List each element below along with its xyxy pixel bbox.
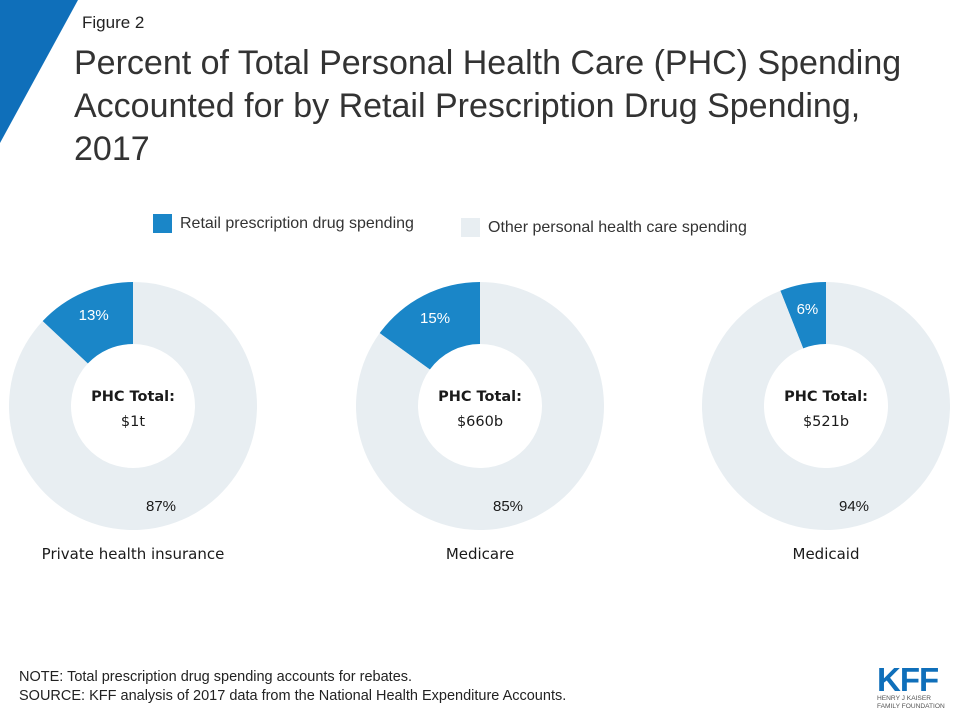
logo-text: KFF — [877, 661, 938, 698]
data-label-retail: 15% — [420, 310, 450, 327]
figure-label: Figure 2 — [82, 13, 145, 32]
slice-retail — [42, 282, 133, 364]
chart-name: Medicaid — [793, 545, 860, 563]
donut-charts: 13% 87% PHC Total: $1t Private health insura… — [8, 282, 951, 563]
legend-item-other: Other personal health care spending — [461, 218, 747, 237]
data-label-retail: 13% — [79, 307, 109, 324]
legend-item-retail: Retail prescription drug spending — [153, 214, 414, 233]
footer-source: SOURCE: KFF analysis of 2017 data from t… — [19, 688, 567, 704]
chart-name: Private health insurance — [42, 545, 225, 563]
slice-other — [355, 282, 604, 530]
footer: NOTE: Total prescription drug spending a… — [19, 668, 566, 706]
legend-swatch-retail — [153, 214, 172, 233]
center-label: PHC Total: — [784, 389, 868, 405]
center-value: $660b — [457, 414, 503, 430]
data-label-other: 85% — [493, 498, 523, 515]
footer-note: NOTE: Total prescription drug spending a… — [19, 669, 413, 685]
corner-accent — [0, 0, 78, 143]
center-label: PHC Total: — [438, 389, 522, 405]
center-label: PHC Total: — [91, 389, 175, 405]
slice-other — [702, 282, 951, 530]
center-value: $521b — [803, 414, 849, 430]
data-label-other: 87% — [146, 498, 176, 515]
data-label-other: 94% — [839, 498, 869, 515]
logo-line1: HENRY J KAISER — [877, 695, 931, 702]
slice-other — [8, 282, 258, 530]
legend-swatch-other — [461, 218, 480, 237]
slice-retail — [780, 282, 826, 349]
legend-label-retail: Retail prescription drug spending — [180, 214, 414, 232]
logo-line2: FAMILY FOUNDATION — [877, 703, 945, 710]
slice-retail — [379, 282, 480, 370]
data-label-retail: 6% — [797, 301, 819, 318]
kff-logo: KFF HENRY J KAISER FAMILY FOUNDATION — [877, 661, 945, 710]
chart-name: Medicare — [446, 545, 514, 563]
chart-title: Percent of Total Personal Health Care (P… — [74, 44, 902, 168]
center-value: $1t — [121, 414, 145, 430]
legend-label-other: Other personal health care spending — [488, 218, 747, 236]
